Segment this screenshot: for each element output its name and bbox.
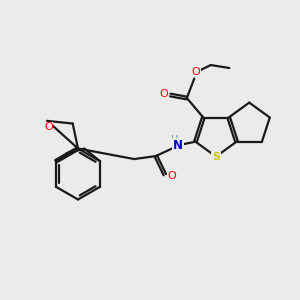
- Text: O: O: [44, 122, 53, 133]
- Text: S: S: [212, 152, 220, 163]
- Text: O: O: [191, 67, 200, 77]
- Text: H: H: [171, 135, 179, 145]
- Text: O: O: [159, 88, 168, 98]
- Text: O: O: [167, 171, 176, 181]
- Text: N: N: [173, 139, 183, 152]
